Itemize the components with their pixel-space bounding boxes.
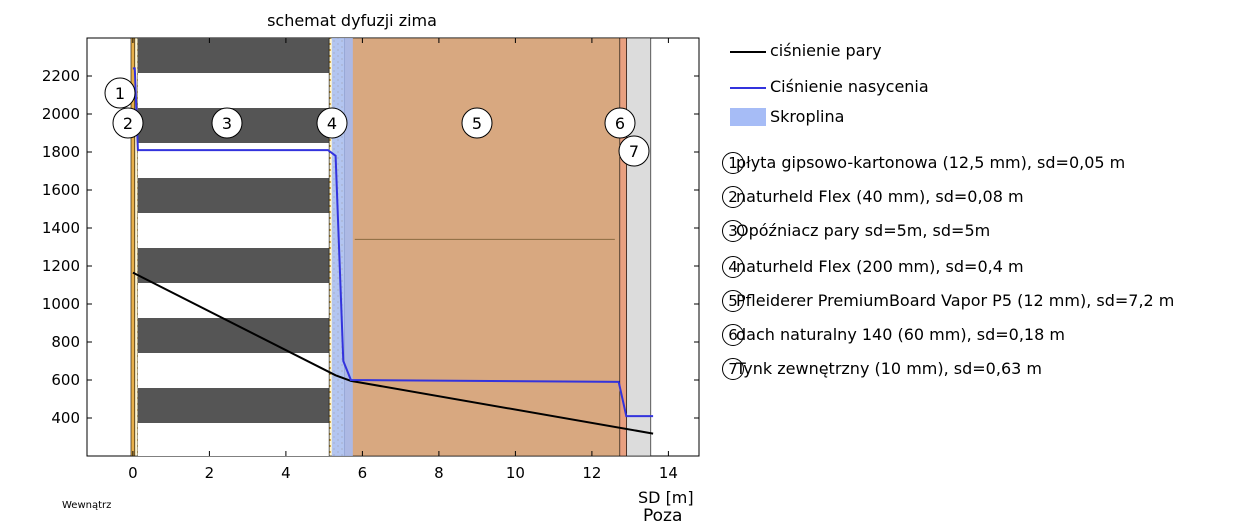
svg-text:7: 7 <box>629 142 639 161</box>
y-tick-label: 600 <box>51 371 80 389</box>
layer-band-7 <box>626 38 652 456</box>
x-tick-label: 0 <box>128 464 138 482</box>
x-tick-label: 2 <box>205 464 215 482</box>
layer-band-3 <box>137 38 330 456</box>
saturation-pressure-line <box>132 67 654 418</box>
layer-marker-3: 3 <box>211 107 243 139</box>
y-tick-label: 2200 <box>42 67 80 85</box>
svg-text:1: 1 <box>115 84 125 103</box>
x-tick-label: 8 <box>434 464 444 482</box>
svg-text:2: 2 <box>123 114 133 133</box>
y-tick-label: 1600 <box>42 181 80 199</box>
y-tick-label: 1400 <box>42 219 80 237</box>
layer-marker-2: 2 <box>112 107 144 139</box>
chart-title: schemat dyfuzji zima <box>267 11 437 30</box>
y-tick-label: 1200 <box>42 257 80 275</box>
layer-marker-1: 1 <box>104 77 136 109</box>
layer-marker-7: 7 <box>618 135 650 167</box>
svg-text:3: 3 <box>222 114 232 133</box>
x-tick-label: 14 <box>659 464 678 482</box>
layer-marker-6: 6 <box>604 107 636 139</box>
x-tick-label: 12 <box>582 464 601 482</box>
layer-marker-4: 4 <box>316 107 348 139</box>
y-tick-label: 1800 <box>42 143 80 161</box>
svg-text:6: 6 <box>615 114 625 133</box>
y-tick-label: 1000 <box>42 295 80 313</box>
y-tick-label: 400 <box>51 409 80 427</box>
x-axis-label: SD [m] <box>638 488 694 507</box>
x-tick-label: 10 <box>506 464 525 482</box>
layer-marker-5: 5 <box>461 107 493 139</box>
svg-text:5: 5 <box>472 114 482 133</box>
svg-text:4: 4 <box>327 114 337 133</box>
layer-band-5 <box>344 38 621 456</box>
x-tick-label: 6 <box>358 464 368 482</box>
y-tick-label: 800 <box>51 333 80 351</box>
x-tick-label: 4 <box>281 464 291 482</box>
outside-label: Poza <box>643 506 683 526</box>
inside-label: Wewnątrz <box>62 500 112 511</box>
vapor-pressure-line <box>132 271 654 435</box>
condensate-zone <box>331 38 353 456</box>
y-tick-label: 2000 <box>42 105 80 123</box>
